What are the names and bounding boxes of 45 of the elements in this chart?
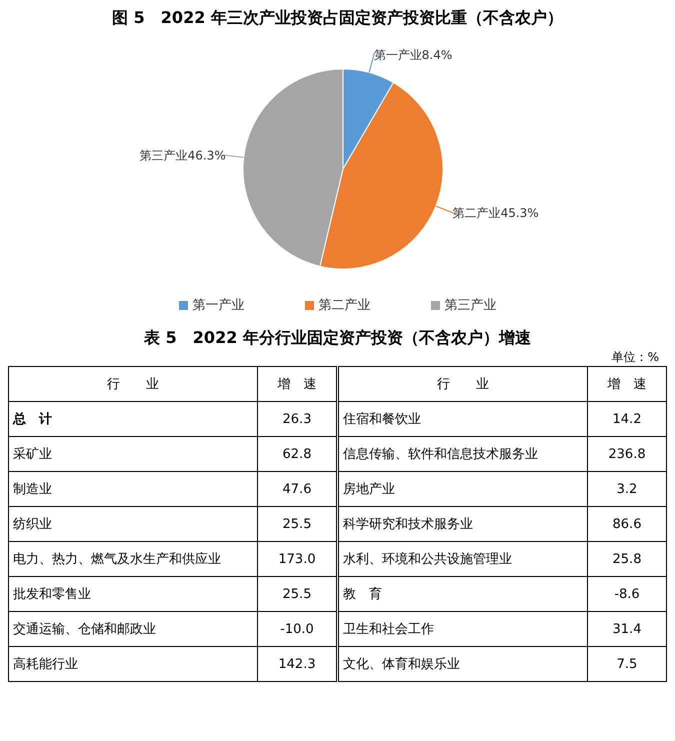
text: 纺织业 <box>8 506 258 542</box>
text: 62.8 <box>258 436 338 472</box>
text: 增 速 <box>258 366 338 402</box>
text: 表 5 2022 年分行业固定资产投资（不含农户）增速 <box>143 328 532 349</box>
text: 批发和零售业 <box>8 576 258 612</box>
text: 25.5 <box>258 506 338 542</box>
text: 25.5 <box>258 576 338 612</box>
text: 水利、环境和公共设施管理业 <box>338 542 588 576</box>
text: 142.3 <box>258 646 338 682</box>
text: 14.2 <box>588 402 666 436</box>
text: -10.0 <box>258 612 338 646</box>
text: 文化、体育和娱乐业 <box>338 646 588 682</box>
text: 31.4 <box>588 612 666 646</box>
text: 卫生和社会工作 <box>338 612 588 646</box>
text: 173.0 <box>258 542 338 576</box>
text: 26.3 <box>258 402 338 436</box>
text: 住宿和餐饮业 <box>338 402 588 436</box>
text: 科学研究和技术服务业 <box>338 506 588 542</box>
text: 高耗能行业 <box>8 646 258 682</box>
text: 单位：% <box>610 349 660 366</box>
text: 电力、热力、燃气及水生产和供应业 <box>8 542 258 576</box>
text: 制造业 <box>8 472 258 506</box>
text: 47.6 <box>258 472 338 506</box>
text: 教 育 <box>338 576 588 612</box>
text: 86.6 <box>588 506 666 542</box>
text: 采矿业 <box>8 436 258 472</box>
text: 236.8 <box>588 436 666 472</box>
text: 行 业 <box>8 366 258 402</box>
text: 25.8 <box>588 542 666 576</box>
text: 总 计 <box>8 402 258 436</box>
category-label: 第三产业46.3% <box>140 148 226 162</box>
text: 信息传输、软件和信息技术服务业 <box>338 436 588 472</box>
text: 7.5 <box>588 646 666 682</box>
category-label: 第二产业45.3% <box>452 206 539 220</box>
chart-title: 图 5 2022 年三次产业投资占固定资产投资比重（不含农户） <box>111 8 564 29</box>
legend-label: 第一产业 <box>192 297 244 314</box>
text: -8.6 <box>588 576 666 612</box>
text: 房地产业 <box>338 472 588 506</box>
category-label: 第一产业8.4% <box>374 48 452 62</box>
text: 增 速 <box>608 377 646 392</box>
legend-label: 第三产业 <box>444 297 496 314</box>
text: 交通运输、仓储和邮政业 <box>8 612 258 646</box>
text: 3.2 <box>588 472 666 506</box>
text: 行 业 <box>437 377 489 392</box>
legend-label: 第二产业 <box>318 297 370 314</box>
